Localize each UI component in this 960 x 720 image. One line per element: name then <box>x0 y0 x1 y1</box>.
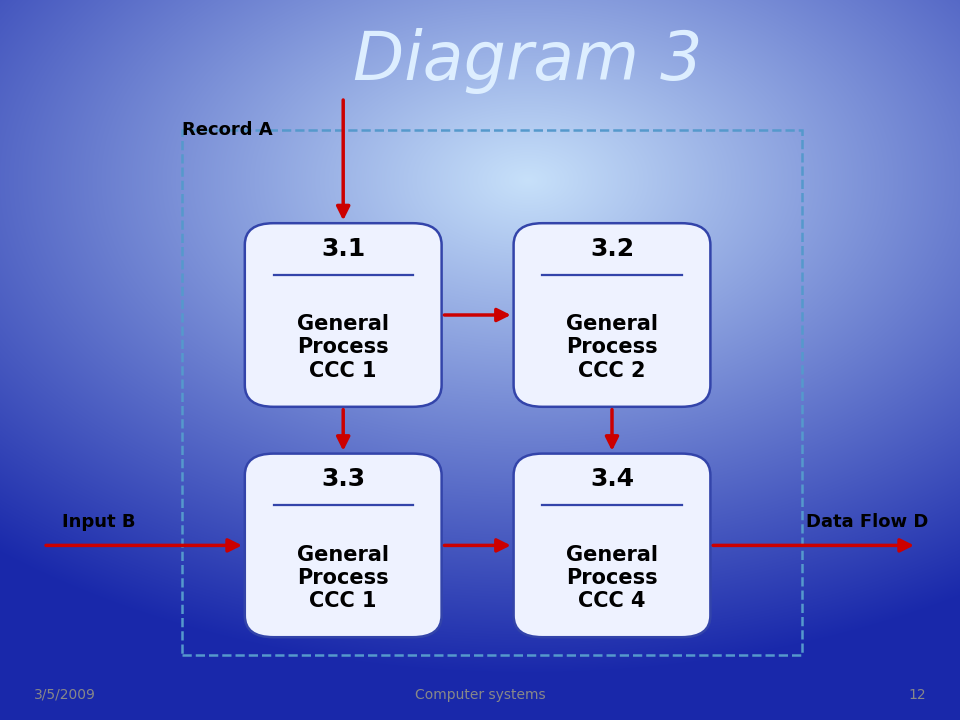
Text: General
Process
CCC 1: General Process CCC 1 <box>298 544 389 611</box>
Text: 12: 12 <box>909 688 926 702</box>
Text: 3/5/2009: 3/5/2009 <box>34 688 95 702</box>
Text: 3.1: 3.1 <box>321 237 366 261</box>
FancyBboxPatch shape <box>514 454 710 637</box>
Text: Data Flow D: Data Flow D <box>806 513 928 531</box>
Text: 3.3: 3.3 <box>322 467 365 491</box>
FancyBboxPatch shape <box>514 223 710 407</box>
Text: General
Process
CCC 1: General Process CCC 1 <box>298 314 389 380</box>
Text: 3.4: 3.4 <box>590 467 634 491</box>
Text: General
Process
CCC 2: General Process CCC 2 <box>566 314 658 380</box>
FancyBboxPatch shape <box>245 223 442 407</box>
Text: Computer systems: Computer systems <box>415 688 545 702</box>
Text: Input B: Input B <box>62 513 136 531</box>
FancyBboxPatch shape <box>245 454 442 637</box>
Text: General
Process
CCC 4: General Process CCC 4 <box>566 544 658 611</box>
Text: Record A: Record A <box>182 120 273 138</box>
Text: Diagram 3: Diagram 3 <box>353 28 703 94</box>
Text: 3.2: 3.2 <box>590 237 634 261</box>
